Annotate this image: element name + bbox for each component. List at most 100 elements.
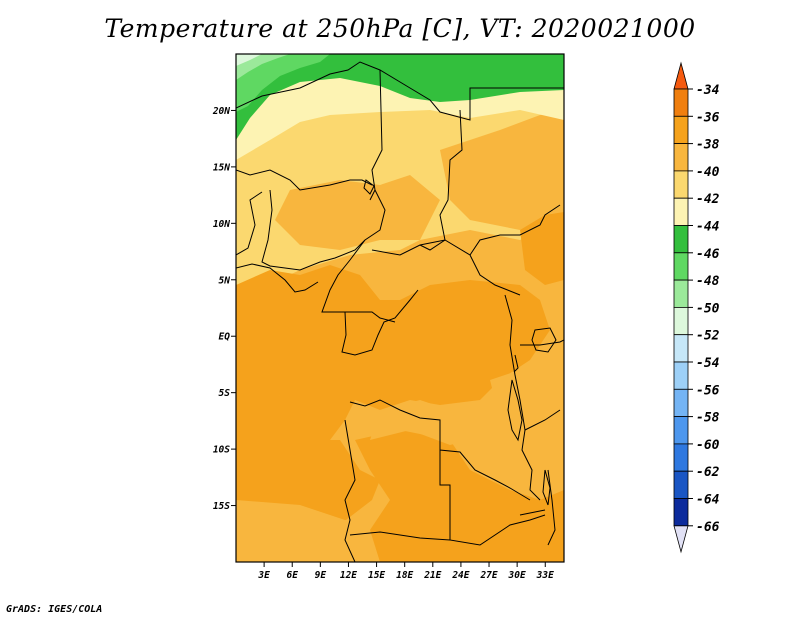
lon-tick-label: 9E bbox=[315, 570, 327, 581]
lon-tick-label: 21E bbox=[423, 570, 441, 581]
border-togo-benin bbox=[236, 191, 263, 256]
colorbar-label: -62 bbox=[696, 465, 720, 480]
lake-tanganyika-outline bbox=[507, 379, 523, 442]
field-patch-40-northeast bbox=[440, 110, 564, 230]
longitude-axis: 3E 6E 9E 12E 15E 18E 21E 24E 27E 30E 33E bbox=[257, 562, 554, 581]
lat-tick-label: 5N bbox=[219, 275, 231, 286]
field-patch-40-north bbox=[275, 175, 440, 250]
colorbar-label: -56 bbox=[696, 383, 720, 398]
map-title: Temperature at 250hPa [C], VT: 202002100… bbox=[104, 14, 696, 43]
lake-malawi-outline bbox=[542, 469, 551, 506]
lat-tick-label: EQ bbox=[219, 332, 231, 343]
map-frame bbox=[235, 53, 565, 563]
colorbar-swatch bbox=[673, 388, 689, 417]
country-borders bbox=[236, 61, 564, 562]
border-nigeria bbox=[261, 189, 386, 271]
lon-tick-label: 18E bbox=[396, 570, 413, 581]
colorbar-swatch bbox=[673, 443, 689, 472]
colorbar-swatch bbox=[673, 279, 689, 308]
colorbar-label: -42 bbox=[696, 192, 720, 207]
lat-tick-label: 15N bbox=[213, 162, 230, 173]
border-drc-east bbox=[504, 294, 541, 501]
latitude-axis: 20N 15N 10N 5N EQ 5S 10S 15S bbox=[212, 106, 236, 512]
colorbar-swatch bbox=[673, 115, 689, 145]
lakes bbox=[363, 179, 557, 516]
lake-kariba bbox=[519, 509, 546, 516]
border-malawi bbox=[547, 469, 556, 546]
field-region-38-south bbox=[355, 430, 564, 562]
border-niger-chad bbox=[369, 69, 383, 201]
lake-chad-outline bbox=[363, 179, 375, 195]
colorbar-label: -64 bbox=[696, 493, 720, 508]
temperature-field bbox=[236, 54, 564, 562]
lat-tick-label: 20N bbox=[212, 106, 230, 117]
field-lobe-40-southwest bbox=[236, 500, 360, 562]
border-drc-south bbox=[349, 399, 531, 501]
lat-tick-label: 5S bbox=[219, 388, 231, 399]
colorbar-label: -58 bbox=[696, 411, 720, 426]
field-band-52 bbox=[236, 54, 262, 66]
field-lobe-40-east bbox=[490, 370, 564, 470]
lon-tick-label: 15E bbox=[368, 570, 385, 581]
colorbar-swatch bbox=[673, 88, 689, 117]
colorbar-top-arrow bbox=[673, 61, 689, 90]
border-congo bbox=[341, 289, 419, 356]
colorbar-label: -60 bbox=[696, 438, 720, 453]
border-cameroon bbox=[321, 239, 396, 323]
colorbar-label: -54 bbox=[696, 356, 720, 371]
grads-credit: GrADS: IGES/COLA bbox=[6, 604, 103, 615]
field-patch-38-east bbox=[520, 212, 564, 285]
lat-tick-label: 10S bbox=[213, 445, 230, 456]
lon-tick-label: 24E bbox=[451, 570, 469, 581]
lon-tick-label: 12E bbox=[340, 570, 357, 581]
colorbar-swatch bbox=[673, 470, 689, 499]
colorbar-swatch bbox=[673, 498, 689, 527]
border-south-sudan bbox=[469, 204, 561, 256]
field-lobe-40-center bbox=[370, 400, 470, 445]
field-band-46 bbox=[236, 54, 564, 140]
field-region-38-west bbox=[236, 265, 550, 440]
colorbar-bottom-arrow bbox=[673, 525, 689, 554]
colorbar-label: -46 bbox=[696, 247, 720, 262]
colorbar-label: -34 bbox=[696, 83, 720, 98]
colorbar-swatch bbox=[673, 170, 689, 199]
colorbar-swatch bbox=[673, 306, 689, 336]
lake-victoria-outline bbox=[531, 327, 557, 353]
border-sudan-chad bbox=[419, 109, 463, 251]
lon-tick-label: 33E bbox=[536, 570, 554, 581]
border-namibia bbox=[349, 531, 451, 541]
colorbar-swatch bbox=[673, 361, 689, 390]
colorbar-label: -52 bbox=[696, 329, 720, 344]
border-tanzania bbox=[524, 409, 561, 431]
colorbar-label: -36 bbox=[696, 110, 720, 125]
colorbar-swatch bbox=[673, 252, 689, 281]
colorbar-label: -38 bbox=[696, 138, 720, 153]
lon-tick-label: 30E bbox=[508, 570, 526, 581]
border-angola-zambia bbox=[439, 450, 546, 546]
colorbar-swatch bbox=[673, 225, 689, 254]
colorbar-swatch bbox=[673, 197, 689, 226]
lon-tick-label: 3E bbox=[257, 570, 270, 581]
border-angola-west bbox=[344, 419, 356, 562]
colorbar-label: -48 bbox=[696, 274, 720, 289]
field-band-50 bbox=[236, 54, 290, 80]
lat-tick-label: 15S bbox=[213, 501, 230, 512]
lon-tick-label: 6E bbox=[287, 570, 299, 581]
colorbar-label: -50 bbox=[696, 301, 720, 316]
lon-tick-label: 27E bbox=[479, 570, 497, 581]
lat-tick-label: 10N bbox=[213, 219, 230, 230]
border-car bbox=[371, 239, 521, 296]
border-west-sahel bbox=[236, 169, 373, 191]
field-band-48 bbox=[236, 54, 330, 112]
colorbar-label: -44 bbox=[696, 220, 720, 235]
colorbar-label: -40 bbox=[696, 165, 720, 180]
lake-kivu bbox=[513, 354, 519, 373]
colorbar: -34 -36 -38 -40 -42 -44 -46 -48 -50 -52 -54 -56 -58 -… bbox=[673, 61, 720, 554]
colorbar-swatch bbox=[673, 334, 689, 363]
border-east-africa bbox=[520, 339, 564, 346]
border-coast-gulf bbox=[236, 263, 319, 293]
colorbar-swatch bbox=[673, 416, 689, 445]
colorbar-label: -66 bbox=[696, 520, 720, 535]
field-region-38-southwest bbox=[236, 440, 380, 520]
